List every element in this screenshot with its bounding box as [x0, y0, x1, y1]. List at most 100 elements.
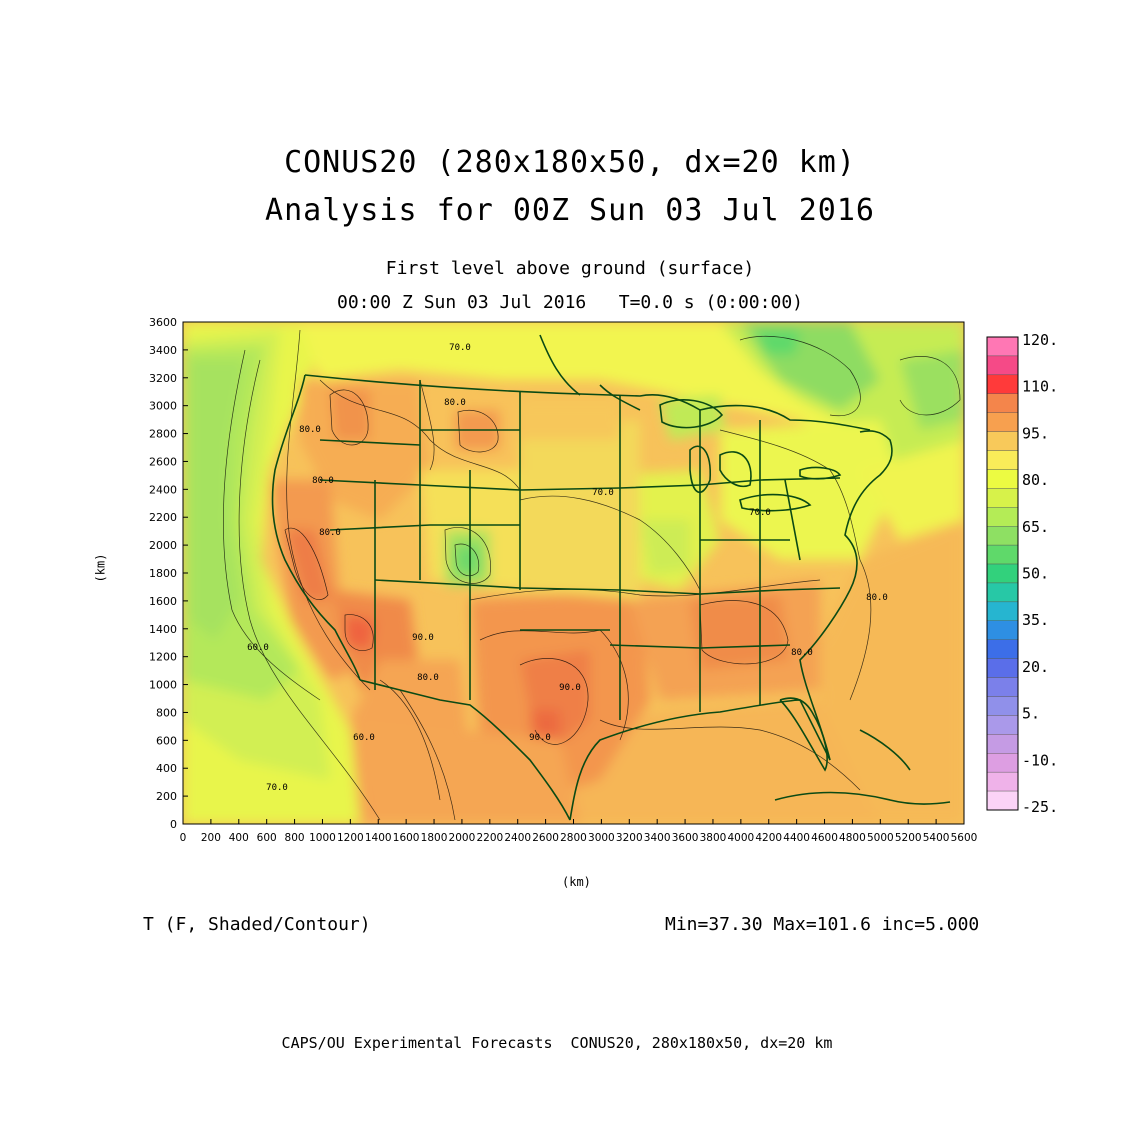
colorbar-swatch — [986, 563, 1019, 584]
y-tick-label: 2200 — [149, 511, 177, 524]
x-tick-label: 5600 — [951, 832, 978, 844]
y-tick-label: 2800 — [149, 428, 177, 441]
colorbar-swatch — [986, 412, 1019, 432]
y-axis-unit: (km) — [93, 553, 108, 583]
x-tick-label: 4000 — [727, 832, 754, 844]
x-tick-label: 1400 — [365, 832, 392, 844]
y-tick-label: 1800 — [149, 567, 177, 580]
contour-value-label: 90.0 — [412, 633, 434, 643]
colorbar-label: -25. — [1022, 798, 1058, 816]
colorbar-swatch — [986, 753, 1019, 773]
x-tick-label: 4800 — [839, 832, 866, 844]
colorbar-swatch — [986, 450, 1019, 470]
contour-value-label: 70.0 — [266, 783, 288, 793]
colorbar-swatch — [986, 601, 1019, 622]
colorbar-swatch — [986, 582, 1019, 603]
colorbar-swatch — [986, 658, 1019, 678]
map-title-line2: Analysis for 00Z Sun 03 Jul 2016 — [265, 193, 875, 228]
x-tick-label: 2200 — [476, 832, 503, 844]
x-tick-label: 4400 — [783, 832, 810, 844]
colorbar-label: 50. — [1022, 565, 1049, 583]
colorbar-swatch — [986, 734, 1019, 754]
y-tick-label: 1000 — [149, 679, 177, 692]
map-title-line1: CONUS20 (280x180x50, dx=20 km) — [284, 145, 856, 180]
colorbar-swatch — [986, 677, 1019, 697]
y-tick-label: 400 — [156, 762, 177, 775]
y-tick-label: 200 — [156, 790, 177, 803]
colorbar-swatch — [986, 639, 1019, 659]
contour-value-label: 70.0 — [749, 508, 771, 518]
x-tick-label: 600 — [257, 832, 277, 844]
level-subtitle: First level above ground (surface) — [385, 258, 755, 279]
x-tick-label: 400 — [229, 832, 249, 844]
contour-value-label: 60.0 — [247, 643, 269, 653]
x-tick-label: 4200 — [755, 832, 782, 844]
colorbar-swatch — [986, 488, 1019, 508]
contour-value-label: 60.0 — [353, 733, 375, 743]
colorbar-label: 5. — [1022, 705, 1040, 723]
colorbar-swatch — [986, 374, 1019, 394]
variable-label: T (F, Shaded/Contour) — [143, 914, 371, 935]
x-tick-label: 1600 — [393, 832, 420, 844]
contour-value-label: 80.0 — [312, 476, 334, 486]
x-tick-label: 5000 — [867, 832, 894, 844]
x-axis-unit: (km) — [562, 875, 591, 889]
x-tick-label: 3200 — [616, 832, 643, 844]
y-tick-label: 600 — [156, 734, 177, 747]
x-tick-label: 1000 — [309, 832, 336, 844]
contour-value-label: 80.0 — [319, 528, 341, 538]
x-tick-label: 2400 — [504, 832, 531, 844]
y-tick-label: 0 — [170, 818, 177, 831]
x-tick-label: 3400 — [644, 832, 671, 844]
x-tick-label: 1200 — [337, 832, 364, 844]
colorbar-label: 110. — [1022, 378, 1058, 396]
footer-credit: CAPS/OU Experimental Forecasts CONUS20, … — [281, 1034, 833, 1052]
y-tick-label: 1400 — [149, 623, 177, 636]
x-tick-label: 1800 — [421, 832, 448, 844]
y-tick-label: 3000 — [149, 400, 177, 413]
contour-labels: 70.0 80.0 80.0 80.0 80.0 70.0 70.0 90.0 90.0 90.0… — [247, 343, 888, 793]
x-tick-label: 3800 — [700, 832, 727, 844]
contour-value-label: 90.0 — [529, 733, 551, 743]
colorbar-swatch — [986, 696, 1019, 716]
contour-value-label: 70.0 — [592, 488, 614, 498]
colorbar-swatch — [986, 771, 1019, 792]
colorbar-label: 95. — [1022, 424, 1049, 442]
x-tick-label: 200 — [201, 832, 221, 844]
y-tick-label: 3600 — [149, 316, 177, 329]
colorbar-swatch — [986, 715, 1019, 735]
contour-value-label: 80.0 — [417, 673, 439, 683]
colorbar-swatch — [986, 544, 1019, 565]
contour-value-label: 90.0 — [559, 683, 581, 693]
x-tick-label: 3000 — [588, 832, 615, 844]
contour-value-label: 80.0 — [444, 398, 466, 408]
colorbar-swatch — [986, 526, 1019, 546]
colorbar-swatch — [986, 790, 1019, 811]
time-subtitle: 00:00 Z Sun 03 Jul 2016 T=0.0 s (0:00:00… — [337, 292, 803, 313]
x-tick-label: 3600 — [672, 832, 699, 844]
colorbar: 120. 110. 95. 80. 65. 50. 35. 20. 5. -10. -25. — [986, 331, 1058, 816]
colorbar-label: 120. — [1022, 331, 1058, 349]
contour-value-label: 70.0 — [449, 343, 471, 353]
colorbar-swatch — [986, 336, 1019, 357]
y-tick-label: 1600 — [149, 595, 177, 608]
x-tick-label: 800 — [285, 832, 305, 844]
colorbar-label: 20. — [1022, 658, 1049, 676]
colorbar-label: 65. — [1022, 518, 1049, 536]
colorbar-swatch — [986, 393, 1019, 413]
x-tick-label: 2000 — [449, 832, 476, 844]
x-tick-label: 0 — [180, 832, 187, 844]
x-tick-label: 2800 — [560, 832, 587, 844]
colorbar-swatch — [986, 469, 1019, 489]
axes: 0 200 400 600 800 1000 1200 1400 1600 1800 2000 220… — [149, 316, 977, 844]
x-tick-label: 2600 — [532, 832, 559, 844]
contour-value-label: 80.0 — [299, 425, 321, 435]
colorbar-label: 80. — [1022, 471, 1049, 489]
y-tick-label: 3200 — [149, 372, 177, 385]
y-tick-label: 1200 — [149, 651, 177, 664]
colorbar-swatch — [986, 355, 1019, 376]
y-tick-label: 2400 — [149, 483, 177, 496]
y-tick-label: 3400 — [149, 344, 177, 357]
temperature-field: 70.0 80.0 80.0 80.0 80.0 70.0 70.0 90.0 90.0 90.0… — [183, 322, 964, 824]
